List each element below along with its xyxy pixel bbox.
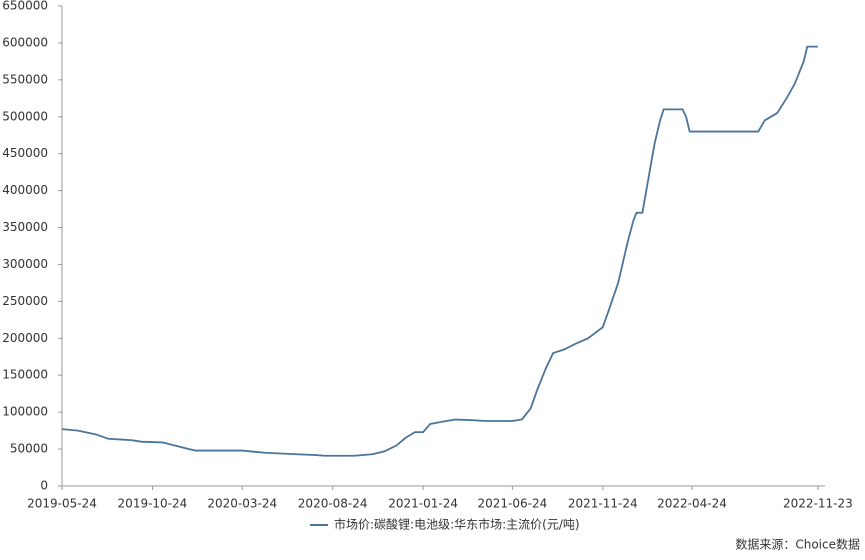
x-tick-label: 2022-04-24 xyxy=(657,497,727,511)
y-tick-label: 600000 xyxy=(2,35,48,49)
series-line xyxy=(61,45,818,457)
y-tick-label: 150000 xyxy=(2,368,48,382)
x-tick-label: 2022-11-23 xyxy=(783,497,853,511)
y-tick-label: 100000 xyxy=(2,405,48,419)
x-tick-label: 2021-01-24 xyxy=(388,497,458,511)
y-tick-label: 450000 xyxy=(2,146,48,160)
x-tick-label: 2021-06-24 xyxy=(477,497,547,511)
x-tick-label: 2020-03-24 xyxy=(207,497,277,511)
y-tick-label: 350000 xyxy=(2,220,48,234)
x-tick-label: 2021-11-24 xyxy=(568,497,638,511)
y-tick-label: 550000 xyxy=(2,72,48,86)
legend-label: 市场价:碳酸锂:电池级:华东市场:主流价(元/吨) xyxy=(334,517,580,532)
x-tick-label: 2019-10-24 xyxy=(118,497,188,511)
y-tick-label: 50000 xyxy=(10,442,48,456)
x-tick-label: 2019-05-24 xyxy=(27,497,97,511)
x-tick-label: 2020-08-24 xyxy=(298,497,368,511)
y-tick-label: 650000 xyxy=(2,0,48,13)
y-tick-label: 0 xyxy=(40,479,48,493)
y-tick-label: 500000 xyxy=(2,109,48,123)
y-tick-label: 300000 xyxy=(2,257,48,271)
y-tick-label: 200000 xyxy=(2,331,48,345)
y-tick-label: 250000 xyxy=(2,294,48,308)
y-tick-label: 400000 xyxy=(2,183,48,197)
source-note: 数据来源：Choice数据 xyxy=(735,537,860,552)
